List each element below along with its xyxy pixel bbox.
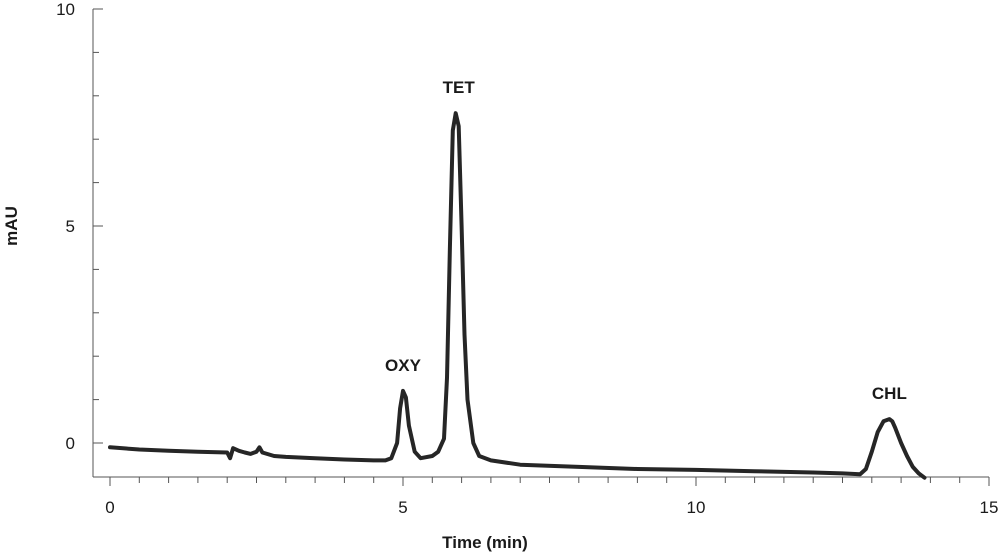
x-tick-label: 15 bbox=[980, 498, 999, 517]
y-tick-label: 0 bbox=[66, 434, 75, 453]
axes: 0 5 10 0 5 10 15 bbox=[56, 0, 998, 517]
x-tick-label: 0 bbox=[105, 498, 114, 517]
labels: Time (min) mAU OXY TET CHL bbox=[2, 78, 907, 552]
peak-label-tet: TET bbox=[443, 78, 476, 97]
plot-area bbox=[108, 111, 927, 480]
y-tick-label: 5 bbox=[66, 217, 75, 236]
y-tick-label: 10 bbox=[56, 0, 75, 19]
x-tick-label: 10 bbox=[687, 498, 706, 517]
x-axis-title: Time (min) bbox=[442, 533, 528, 552]
x-tick-label: 5 bbox=[398, 498, 407, 517]
peak-label-chl: CHL bbox=[872, 384, 907, 403]
peak-label-oxy: OXY bbox=[385, 356, 422, 375]
y-axis-title: mAU bbox=[2, 206, 21, 246]
chromatogram-trace bbox=[108, 111, 927, 480]
